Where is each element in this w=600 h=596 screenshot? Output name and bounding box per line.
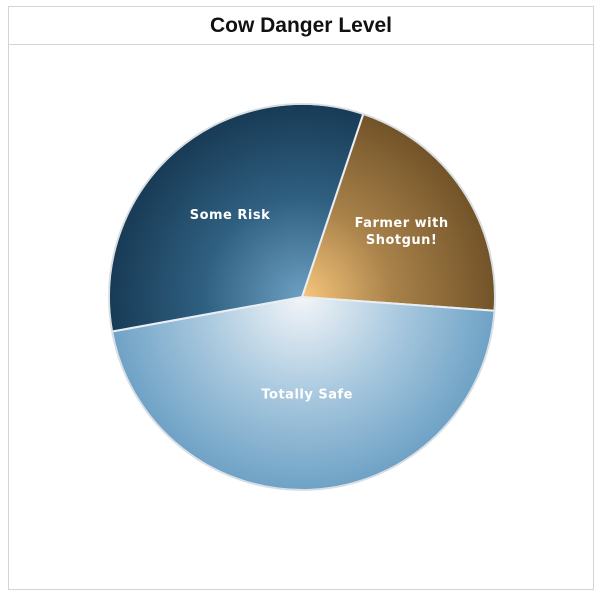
title-bar: Cow Danger Level: [9, 7, 593, 45]
label-farmer-with-shotgun: Farmer with Shotgun!: [355, 216, 449, 248]
label-totally-safe: Totally Safe: [261, 387, 353, 402]
chart-title: Cow Danger Level: [209, 13, 393, 37]
label-some-risk: Some Risk: [190, 208, 271, 223]
pie-outline: [108, 103, 496, 491]
